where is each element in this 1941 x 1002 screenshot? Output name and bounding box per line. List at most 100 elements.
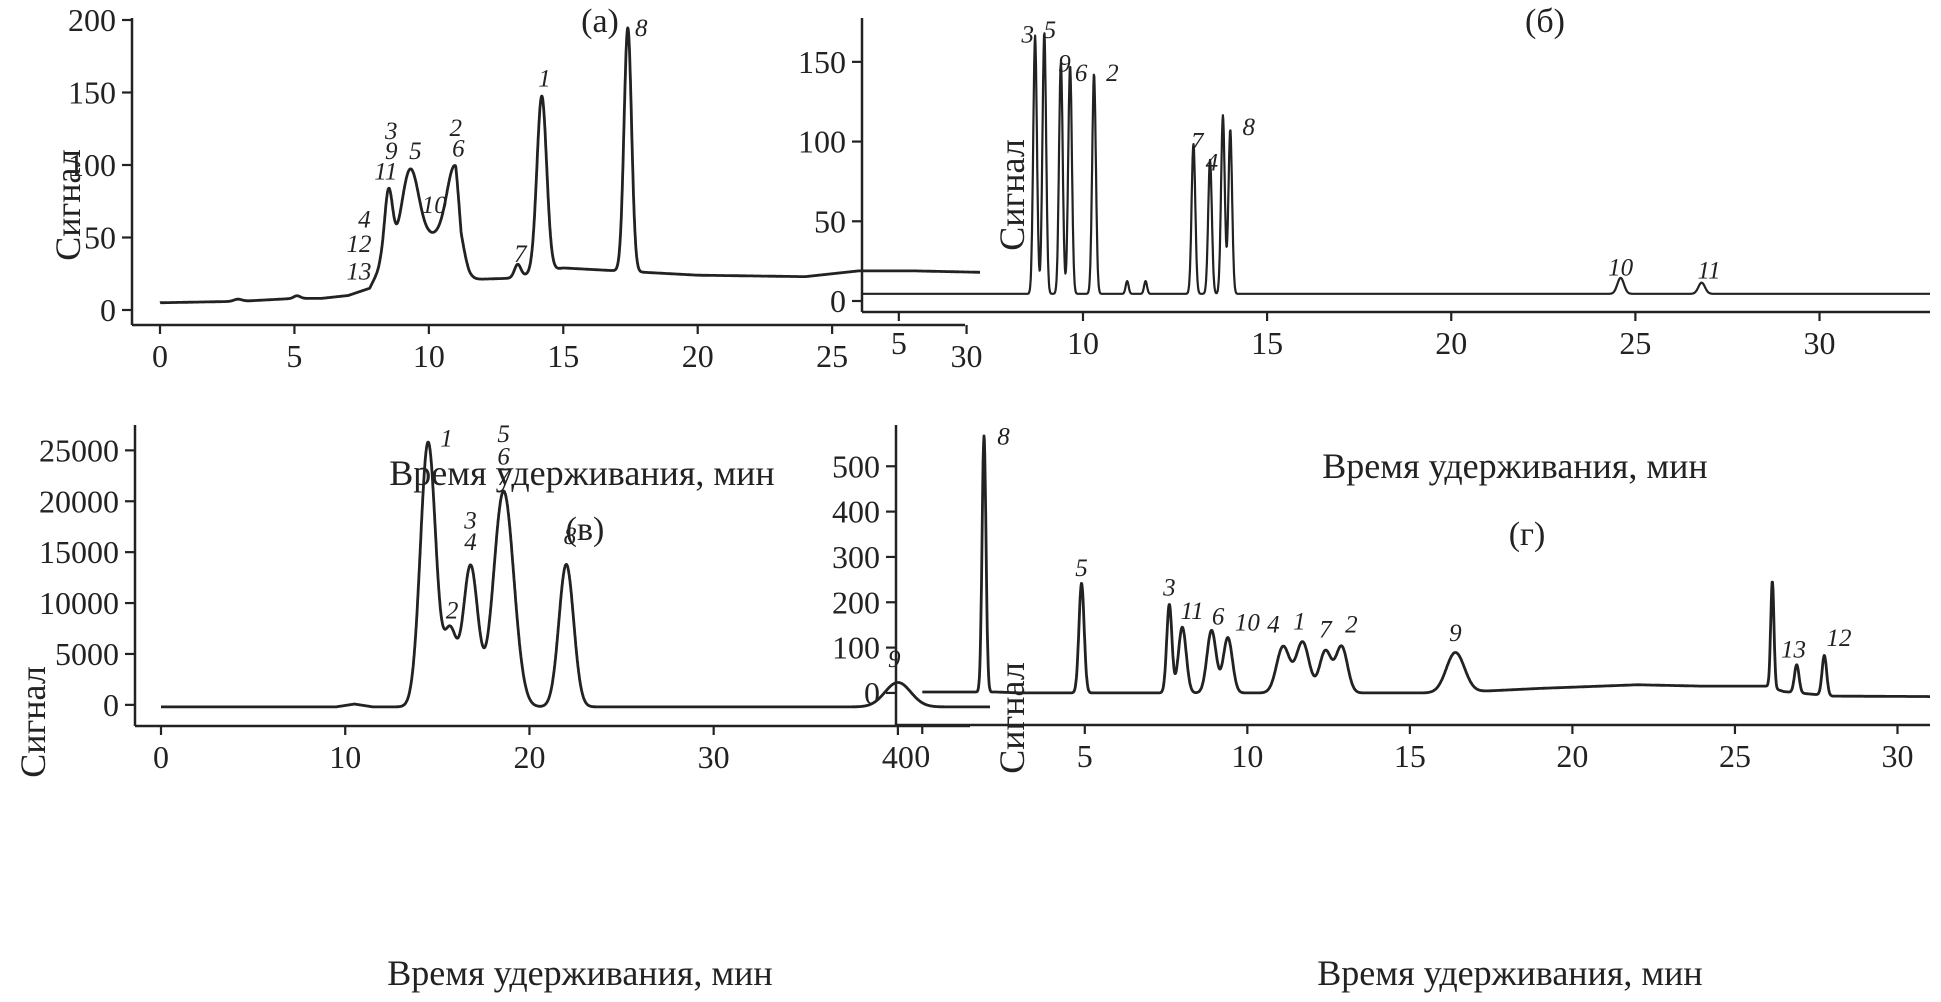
x-tick-label: 15 [1394, 738, 1426, 774]
x-tick-label: 30 [698, 739, 730, 775]
peak-label: 5 [1044, 17, 1057, 44]
x-axis-label: Время удерживания, мин [1317, 953, 1702, 993]
peak-label: 1 [538, 66, 551, 93]
peak-label: 2 [449, 115, 462, 142]
chromatogram-trace [921, 434, 1931, 698]
y-axis-ticks: 0 5000 10000 15000 20000 25000 [39, 432, 135, 723]
y-axis-ticks: 0 100 200 300 400 500 [832, 448, 896, 711]
x-tick-label: 10 [329, 739, 361, 775]
peak-label: 6 [497, 444, 510, 471]
x-axis-ticks: 5 10 15 20 25 30 [891, 312, 1836, 361]
y-tick-label: 15000 [39, 534, 119, 570]
chromatogram-trace [861, 32, 1931, 295]
y-tick-label: 100 [832, 630, 880, 666]
peak-label: 10 [1608, 254, 1634, 281]
x-tick-label: 15 [547, 338, 579, 374]
peak-label: 1 [1293, 608, 1306, 635]
peak-label: 10 [1235, 609, 1261, 636]
peak-label: 4 [1206, 149, 1219, 176]
peak-label: 13 [1781, 637, 1806, 664]
peak-label: 8 [564, 523, 577, 550]
peak-label: 3 [384, 118, 398, 145]
chart-title: (г) [1509, 516, 1546, 553]
y-tick-label: 50 [84, 220, 116, 256]
y-tick-label: 100 [68, 147, 116, 183]
peak-label: 5 [1075, 555, 1088, 582]
peak-label: 4 [1267, 612, 1280, 639]
x-tick-label: 5 [286, 338, 302, 374]
peak-label: 7 [1319, 617, 1333, 644]
peak-label: 8 [635, 15, 648, 42]
peak-label: 1 [440, 425, 453, 452]
y-tick-label: 25000 [39, 432, 119, 468]
x-tick-label: 25 [1619, 325, 1651, 361]
peak-label: 9 [1449, 620, 1462, 647]
x-tick-label: 30 [1881, 738, 1913, 774]
y-axis-label: Сигнал [13, 666, 53, 778]
y-tick-label: 20000 [39, 483, 119, 519]
peak-label: 7 [497, 464, 511, 491]
y-axis-label: Сигнал [992, 139, 1032, 251]
y-tick-label: 400 [832, 494, 880, 530]
y-tick-label: 5000 [55, 636, 119, 672]
chart-panel-d: (г) Сигнал Время удерживания, мин 0 5 10 15… [832, 424, 1931, 993]
peak-label: 2 [1345, 612, 1358, 639]
x-tick-label: 20 [1435, 325, 1467, 361]
peak-label: 9 [385, 138, 398, 165]
peak-labels: 3 59 6 2 748 10 11 [1020, 17, 1720, 285]
peak-label: 3 [1162, 574, 1176, 601]
x-tick-label: 30 [1804, 325, 1836, 361]
x-tick-label: 20 [513, 739, 545, 775]
y-tick-label: 150 [68, 75, 116, 111]
peak-label: 11 [1180, 598, 1203, 625]
chart-panel-c: (в) Сигнал Время удерживания, мин 0 10 20 3… [13, 421, 992, 993]
x-tick-label: 40 [882, 739, 914, 775]
x-tick-label: 30 [951, 338, 983, 374]
y-tick-label: 10000 [39, 585, 119, 621]
chart-title: (б) [1525, 3, 1565, 40]
x-tick-label: 0 [153, 739, 169, 775]
y-axis-ticks: 0 50 100 150 [798, 44, 862, 319]
x-tick-label: 15 [1251, 325, 1283, 361]
y-tick-label: 100 [798, 124, 846, 160]
chart-title: (в) [566, 511, 605, 548]
x-axis-label: Время удерживания, мин [387, 953, 772, 993]
x-tick-label: 5 [1077, 738, 1093, 774]
y-axis-ticks: 0 50 100 150 200 [68, 2, 132, 328]
peak-label: 5 [409, 138, 422, 165]
y-tick-label: 200 [832, 584, 880, 620]
peak-label: 12 [346, 231, 371, 258]
peak-label: 7 [514, 241, 528, 268]
y-axis-label: Сигнал [992, 662, 1032, 774]
y-tick-label: 0 [864, 675, 880, 711]
peak-label: 13 [346, 259, 371, 286]
peak-label: 8 [1242, 114, 1255, 141]
x-axis-ticks: 0 5 10 15 20 25 30 [152, 325, 983, 374]
x-tick-label: 0 [914, 738, 930, 774]
x-axis-ticks: 0 5 10 15 20 25 30 [914, 725, 1913, 774]
y-tick-label: 500 [832, 448, 880, 484]
x-tick-label: 25 [1719, 738, 1751, 774]
peak-label: 9 [1058, 50, 1071, 77]
chart-title: (а) [581, 3, 619, 40]
peak-label: 3 [463, 508, 477, 535]
peak-label: 11 [374, 159, 397, 186]
x-tick-label: 20 [1556, 738, 1588, 774]
x-axis-ticks: 0 10 20 30 40 [153, 726, 914, 775]
peak-labels: 1 2 34 567 8 9 [440, 421, 901, 673]
peak-label: 11 [1697, 258, 1720, 285]
y-tick-label: 300 [832, 539, 880, 575]
peak-label: 2 [446, 597, 459, 624]
peak-label: 2 [1106, 60, 1119, 87]
y-tick-label: 0 [100, 292, 116, 328]
y-tick-label: 0 [103, 687, 119, 723]
peak-label: 5 [497, 421, 510, 448]
chromatogram-trace [159, 440, 992, 709]
x-tick-label: 25 [816, 338, 848, 374]
peak-label: 3 [1020, 22, 1034, 49]
x-tick-label: 10 [413, 338, 445, 374]
x-axis-label: Время удерживания, мин [1322, 446, 1707, 486]
peak-label: 12 [1826, 625, 1851, 652]
